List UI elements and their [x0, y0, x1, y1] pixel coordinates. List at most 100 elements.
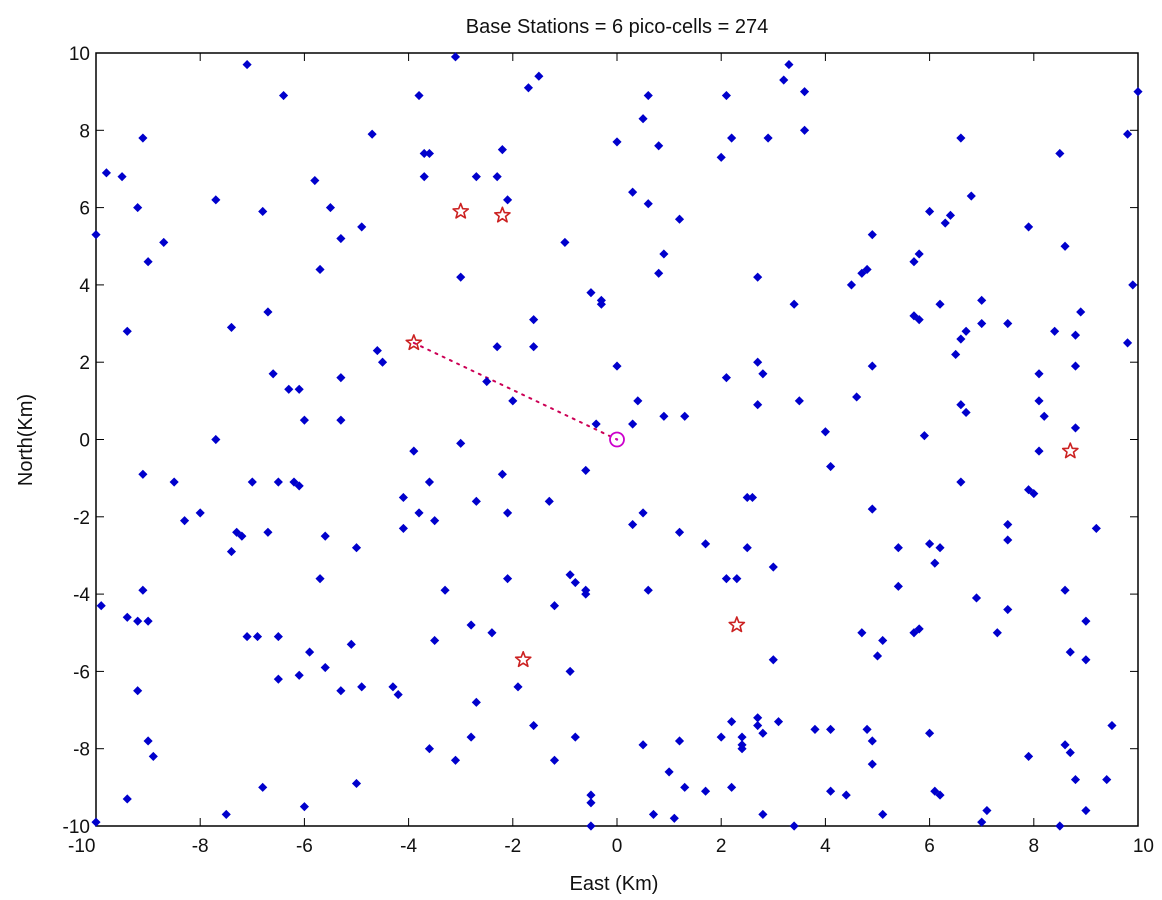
pico-cell-point [1091, 523, 1101, 533]
pico-cell-point [826, 724, 836, 734]
pico-cell-point [867, 230, 877, 240]
pico-cell-point [867, 736, 877, 746]
pico-cell-point [294, 384, 304, 394]
pico-cell-point [982, 805, 992, 816]
pico-cell-point [961, 407, 971, 418]
pico-cell-point [570, 732, 580, 742]
pico-cell-point [1070, 361, 1081, 371]
pico-cell-point [258, 206, 268, 217]
pico-cell-point [221, 809, 231, 819]
pico-cell-point [1055, 821, 1065, 831]
y-tick-label: 8 [79, 121, 90, 142]
pico-cell-point [143, 257, 153, 267]
pico-cell-point [122, 326, 132, 336]
pico-cell-point [758, 369, 768, 379]
pico-cell-point [513, 682, 523, 692]
y-tick-label: -8 [73, 740, 90, 761]
pico-cell-point [273, 674, 283, 684]
pico-cell-point [878, 809, 888, 819]
pico-cell-point [956, 477, 966, 487]
pico-cell-point [1076, 307, 1086, 317]
pico-cell-point [138, 133, 148, 143]
chart-title: Base Stations = 6 pico-cells = 274 [466, 16, 768, 38]
link-line [412, 341, 618, 441]
pico-cell-point [351, 543, 362, 553]
pico-cell-point [1081, 655, 1091, 665]
pico-cell-point [909, 628, 919, 638]
pico-cell-point [659, 411, 669, 421]
pico-cell-point [456, 438, 466, 448]
pico-cell-point [263, 307, 273, 317]
pico-cell-point [784, 60, 794, 70]
pico-cell-point [674, 527, 685, 537]
pico-cell-point [1065, 747, 1075, 758]
x-tick-label: 0 [612, 836, 623, 857]
pico-cell-point [117, 172, 127, 182]
pico-cell-point [763, 133, 773, 143]
pico-cell-point [1055, 148, 1065, 159]
pico-cell-point [753, 400, 763, 410]
pico-cell-point [315, 264, 325, 275]
pico-cell-point [643, 90, 653, 101]
pico-cell-point [925, 539, 935, 549]
pico-cell-point [1003, 519, 1013, 530]
y-tick-label: -4 [73, 585, 90, 606]
pico-cell-point [430, 635, 440, 646]
pico-cell-point [414, 508, 424, 518]
pico-cell-point [529, 720, 539, 731]
pico-cell-point [721, 90, 731, 101]
pico-cell-point [211, 195, 221, 205]
pico-cell-point [872, 651, 883, 661]
pico-cell-point [133, 686, 143, 696]
pico-cell-point [581, 589, 591, 599]
user-point [609, 431, 625, 448]
pico-cell-point [638, 508, 648, 518]
pico-cell-point [143, 616, 153, 626]
y-axis-label: North(Km) [15, 394, 37, 486]
y-tick-label: 0 [79, 431, 90, 452]
pico-cell-point [935, 790, 945, 800]
pico-cell-point [284, 384, 294, 394]
pico-cell-point [727, 782, 737, 792]
pico-cell-point [867, 504, 877, 514]
x-tick-label: 8 [1029, 836, 1040, 857]
pico-cell-point [138, 469, 148, 479]
pico-cell-point [289, 477, 299, 487]
pico-cell-point [1029, 489, 1039, 499]
pico-cell-point [299, 802, 309, 812]
pico-cell-point [273, 632, 283, 642]
pico-cell-point [325, 203, 336, 213]
pico-cell-point [1107, 720, 1117, 731]
base-station-point [514, 651, 532, 668]
pico-cell-point [914, 315, 924, 325]
pico-cell-point [935, 543, 945, 553]
pico-cell-point [862, 264, 872, 275]
pico-cell-point [544, 496, 554, 506]
pico-cell-point [1123, 129, 1133, 139]
pico-cell-point [977, 295, 987, 305]
user-point-center [615, 438, 619, 441]
pico-cell-point [779, 75, 789, 85]
pico-cell-point [951, 349, 961, 360]
pico-cell-point [169, 477, 179, 487]
pico-cell-point [737, 744, 747, 754]
pico-cell-point [1024, 485, 1034, 495]
pico-cell-point [148, 751, 158, 761]
pico-cell-point [466, 620, 476, 630]
pico-cell-point [424, 744, 435, 754]
pico-cell-point [857, 268, 867, 278]
pico-cell-point [560, 237, 570, 247]
pico-cell-point [549, 601, 560, 611]
pico-cell-point [841, 790, 851, 800]
pico-cell-point [456, 272, 466, 282]
pico-cell-point [654, 268, 664, 278]
pico-cell-point [612, 361, 622, 371]
pico-cell-point [956, 133, 966, 143]
pico-cell-point [242, 60, 252, 70]
pico-cell-point [701, 786, 711, 796]
x-tick-label: 2 [716, 836, 727, 857]
pico-cell-point [440, 585, 450, 595]
pico-cell-point [674, 214, 685, 224]
pico-cell-point [122, 612, 132, 622]
pico-cell-point [336, 373, 346, 383]
